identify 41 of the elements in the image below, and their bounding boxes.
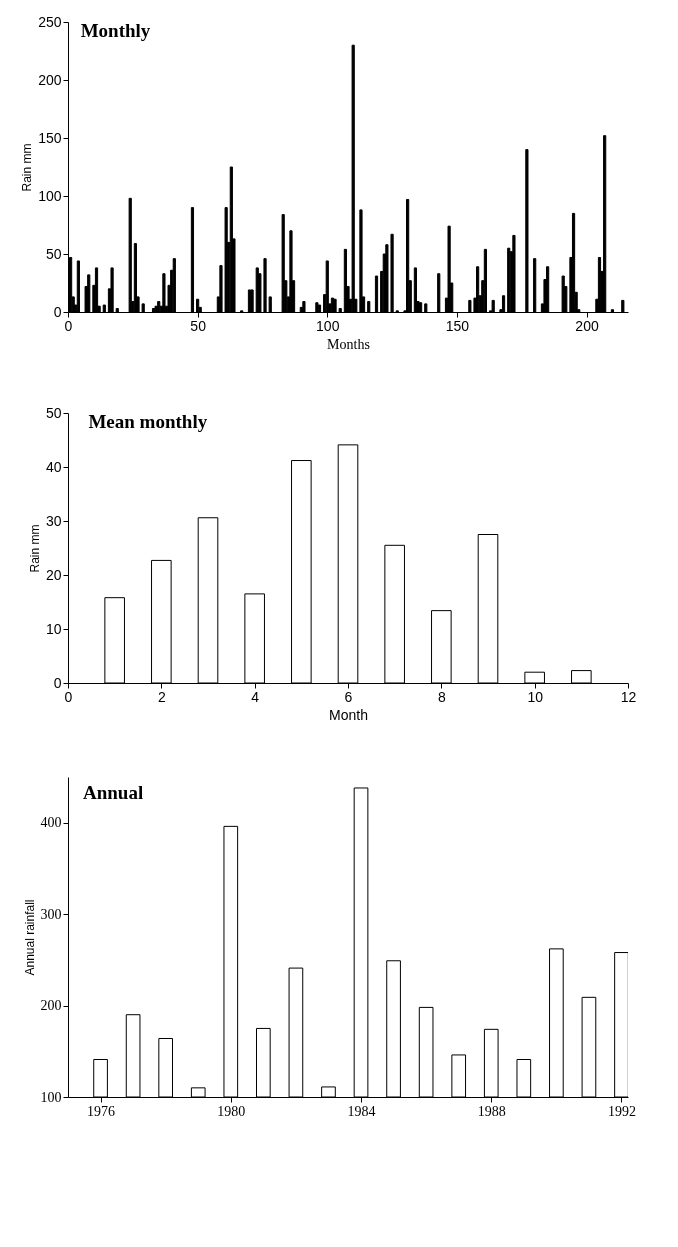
y-tick-label: 200 — [40, 998, 62, 1014]
y-tick-label: 150 — [38, 129, 62, 146]
y-axis-title: Annual rainfall — [22, 899, 37, 976]
x-tick-label: 1976 — [87, 1103, 116, 1119]
x-tick-label: 100 — [316, 317, 340, 334]
y-axis-title: Rain mm — [20, 143, 35, 192]
y-tick-label: 250 — [38, 13, 62, 30]
x-tick-label: 6 — [344, 688, 353, 705]
chart-title: Mean monthly — [88, 411, 208, 432]
y-tick-label: 0 — [53, 674, 62, 691]
x-tick-label: 200 — [575, 317, 599, 334]
x-axis-title: Months — [327, 336, 370, 352]
x-tick-label: 4 — [251, 688, 260, 705]
y-tick-label: 50 — [45, 245, 62, 262]
y-axis-title: Rain mm — [27, 524, 42, 573]
x-tick-label: 8 — [437, 688, 446, 705]
x-tick-label: 10 — [527, 688, 544, 705]
x-tick-label: 150 — [445, 317, 470, 334]
x-tick-label: 12 — [620, 688, 637, 705]
x-tick-label: 1980 — [217, 1103, 246, 1119]
y-tick-label: 40 — [45, 458, 62, 475]
y-tick-label: 50 — [45, 404, 62, 421]
y-tick-label: 400 — [40, 815, 62, 831]
y-tick-label: 20 — [45, 566, 62, 583]
x-tick-label: 50 — [190, 317, 207, 334]
y-tick-label: 100 — [40, 1089, 62, 1105]
y-tick-label: 0 — [53, 303, 62, 320]
x-tick-label: 1984 — [347, 1103, 376, 1119]
x-tick-label: 0 — [64, 317, 73, 334]
x-axis-title: Month — [329, 706, 368, 723]
x-tick-label: 0 — [64, 688, 73, 705]
y-tick-label: 100 — [38, 187, 62, 204]
chart-title: Monthly — [80, 20, 151, 41]
y-tick-label: 200 — [38, 71, 62, 88]
chart-title: Annual — [83, 782, 144, 803]
y-tick-label: 30 — [45, 512, 62, 529]
y-tick-label: 10 — [45, 620, 62, 637]
x-tick-label: 2 — [157, 688, 166, 705]
y-tick-label: 300 — [40, 906, 62, 922]
x-tick-label: 1992 — [607, 1103, 636, 1119]
x-tick-label: 1988 — [477, 1103, 506, 1119]
